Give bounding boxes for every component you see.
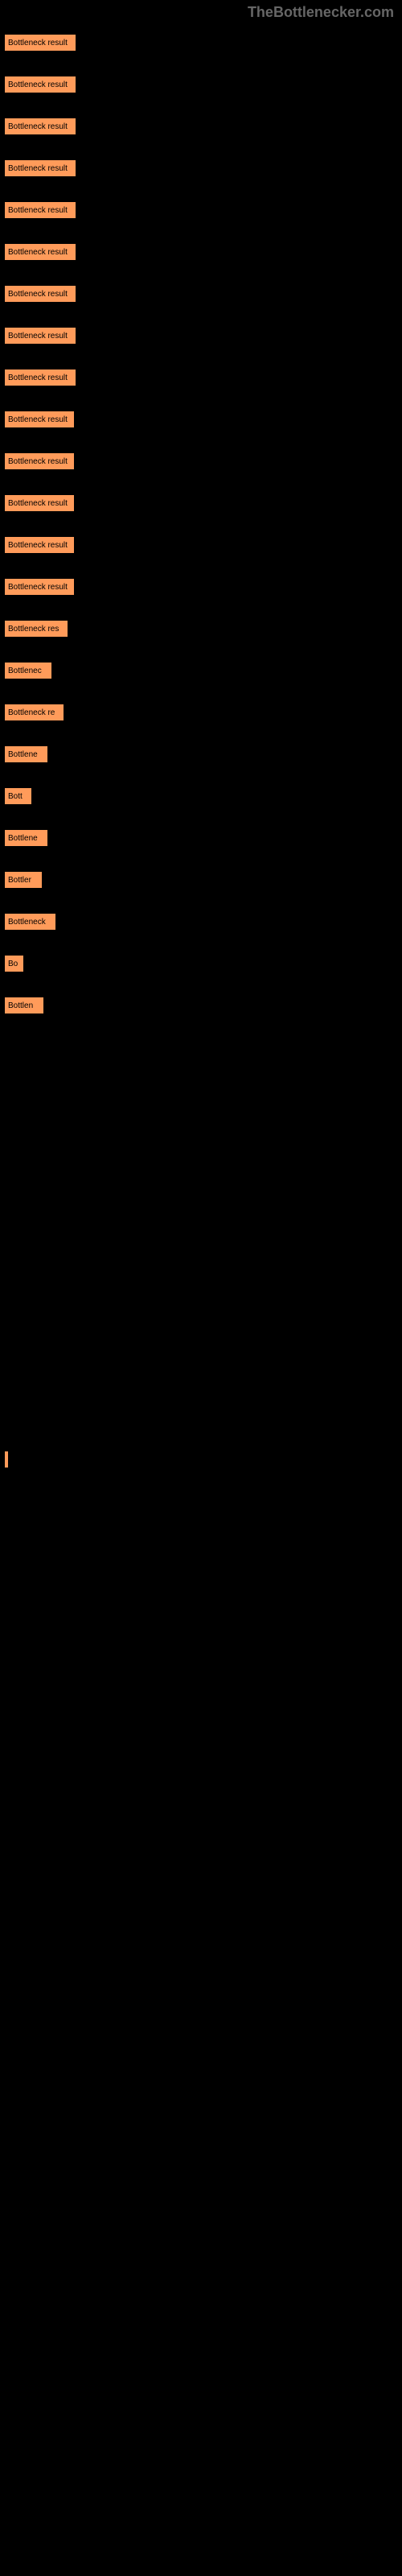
bar: Bottleneck result xyxy=(4,76,76,93)
bar-row: Bottleneck result xyxy=(4,443,402,470)
bar: Bottleneck result xyxy=(4,494,75,512)
bar-label-top xyxy=(4,275,402,285)
bar-label-top xyxy=(4,317,402,327)
bar: Bottleneck result xyxy=(4,118,76,135)
bar-label-top xyxy=(4,987,402,997)
bar-label-top xyxy=(4,778,402,787)
bar-label-top xyxy=(4,819,402,829)
bar: Bottler xyxy=(4,871,43,889)
bar: Bottlene xyxy=(4,829,48,847)
bar: Bottleneck result xyxy=(4,411,75,428)
bar-label-top xyxy=(4,736,402,745)
bar-label-top xyxy=(4,108,402,118)
bar: Bottlen xyxy=(4,997,44,1014)
bar: Bottleneck result xyxy=(4,327,76,345)
bar: Bott xyxy=(4,787,32,805)
bar: Bottleneck result xyxy=(4,369,76,386)
bar-label-top xyxy=(4,652,402,662)
bar-row: Bottleneck res xyxy=(4,610,402,638)
bar: Bottleneck result xyxy=(4,243,76,261)
bar-row xyxy=(4,1441,402,1468)
bar-label-top xyxy=(4,24,402,34)
bar-label-top xyxy=(4,945,402,955)
bar: Bottleneck result xyxy=(4,159,76,177)
bar-row: Bottleneck result xyxy=(4,526,402,554)
bar-row: Bottleneck result xyxy=(4,233,402,261)
bar-label-top xyxy=(4,610,402,620)
bar-row: Bottlene xyxy=(4,819,402,847)
bar-row: Bottlene xyxy=(4,736,402,763)
bar-label-top xyxy=(4,485,402,494)
bar-label-top xyxy=(4,568,402,578)
bar-row: Bott xyxy=(4,778,402,805)
bar-row: Bottleneck result xyxy=(4,317,402,345)
bar: Bottleneck result xyxy=(4,285,76,303)
bar-row: Bottleneck result xyxy=(4,24,402,52)
bar-row: Bottleneck re xyxy=(4,694,402,721)
bar: Bottleneck result xyxy=(4,452,75,470)
bar-label-top xyxy=(4,66,402,76)
bar: Bottlenec xyxy=(4,662,52,679)
watermark: TheBottlenecker.com xyxy=(248,4,394,21)
bar-row: Bottleneck result xyxy=(4,150,402,177)
bar: Bo xyxy=(4,955,24,972)
bar-row: Bottleneck result xyxy=(4,66,402,93)
bar-label-top xyxy=(4,192,402,201)
bar: Bottleneck re xyxy=(4,704,64,721)
bar: Bottleneck res xyxy=(4,620,68,638)
bar-row: Bottlenec xyxy=(4,652,402,679)
bar-row: Bottleneck xyxy=(4,903,402,931)
bar-row: Bottleneck result xyxy=(4,568,402,596)
bar-row: Bottler xyxy=(4,861,402,889)
bar-label-top xyxy=(4,443,402,452)
bar-row: Bottleneck result xyxy=(4,192,402,219)
bar xyxy=(4,1451,9,1468)
bar-label-top xyxy=(4,903,402,913)
bar-row: Bottleneck result xyxy=(4,275,402,303)
bar-label-top xyxy=(4,526,402,536)
bar: Bottleneck result xyxy=(4,201,76,219)
bar-label-top xyxy=(4,694,402,704)
bar-label-top xyxy=(4,359,402,369)
bar-label-top xyxy=(4,401,402,411)
bar-label-top xyxy=(4,233,402,243)
bar-row: Bottlen xyxy=(4,987,402,1014)
bar: Bottleneck result xyxy=(4,536,75,554)
bar-row: Bottleneck result xyxy=(4,108,402,135)
bar: Bottleneck xyxy=(4,913,56,931)
bar-row: Bottleneck result xyxy=(4,359,402,386)
bar-chart: Bottleneck result Bottleneck result Bottle… xyxy=(0,24,402,1468)
bar-label-top xyxy=(4,861,402,871)
bar-row: Bo xyxy=(4,945,402,972)
bar: Bottlene xyxy=(4,745,48,763)
bar-label-top xyxy=(4,150,402,159)
bar: Bottleneck result xyxy=(4,34,76,52)
bar-row: Bottleneck result xyxy=(4,485,402,512)
bar-row: Bottleneck result xyxy=(4,401,402,428)
bar-label-top xyxy=(4,1441,402,1451)
bar: Bottleneck result xyxy=(4,578,75,596)
